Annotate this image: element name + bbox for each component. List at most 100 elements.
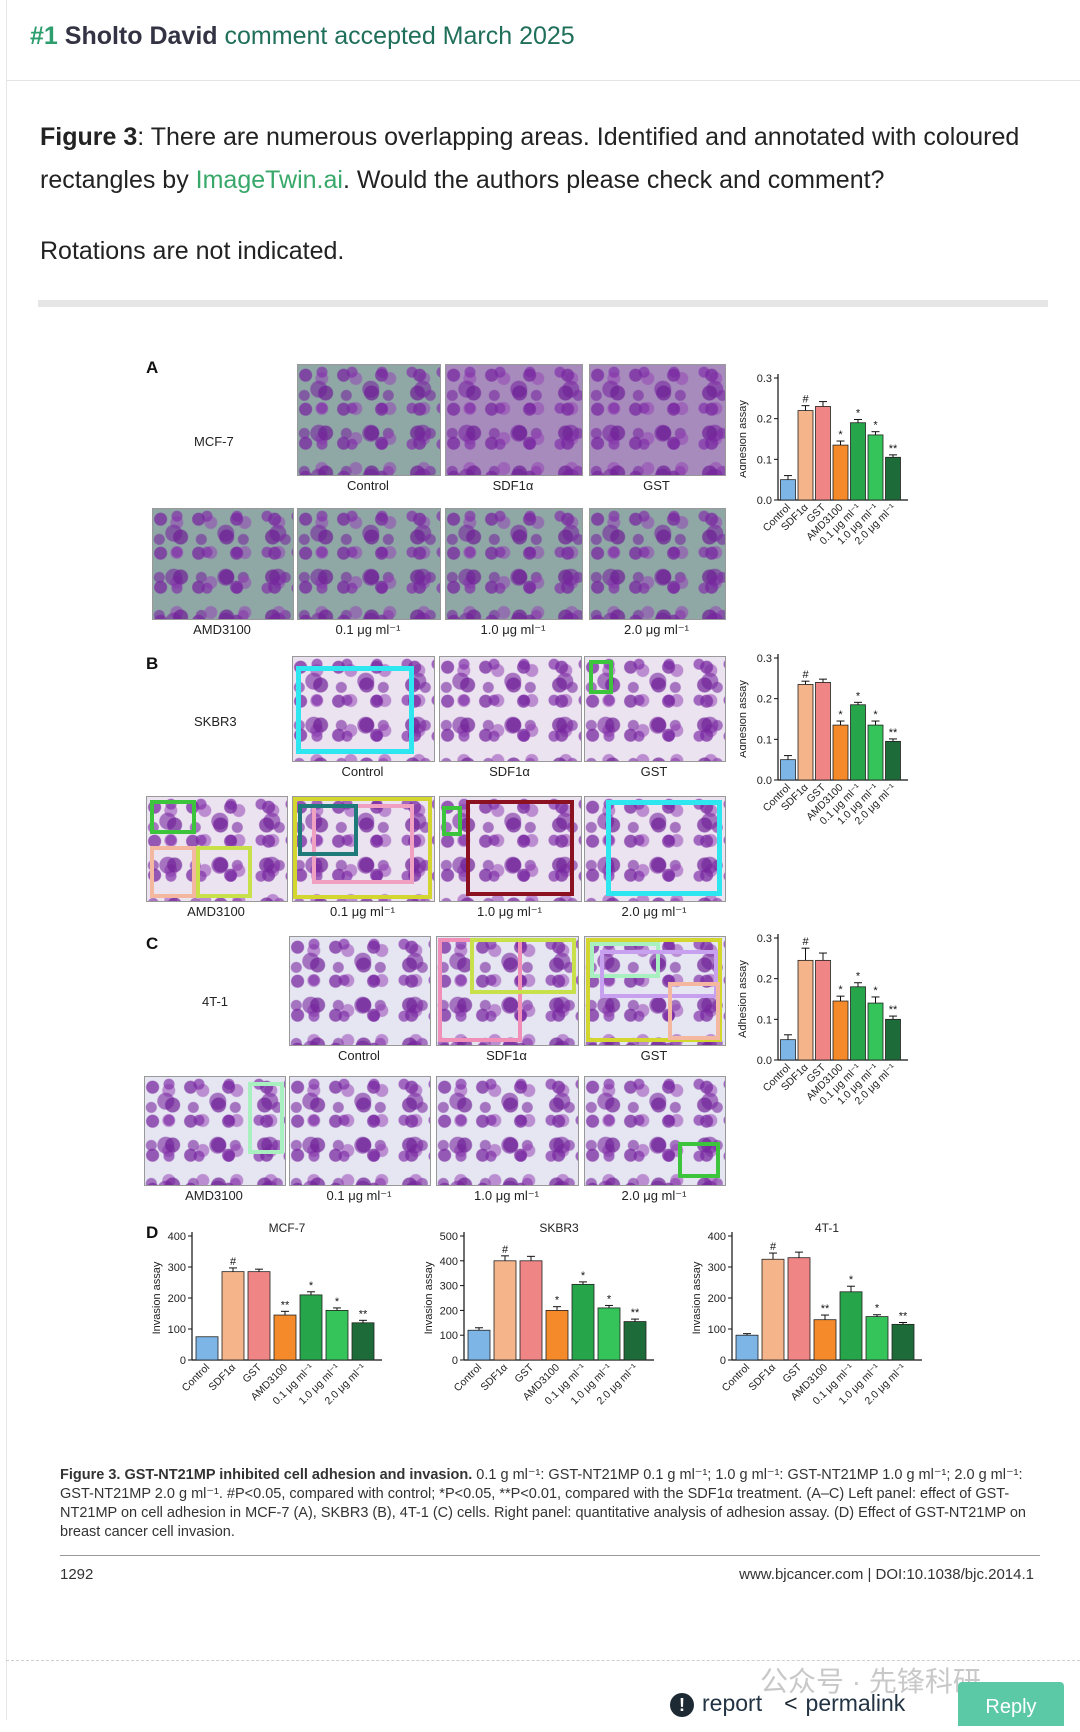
y-tick-label: 0.3	[757, 933, 772, 945]
header-divider	[6, 80, 1080, 81]
comment-body: Figure 3: There are numerous overlapping…	[40, 116, 1040, 301]
bar	[597, 1307, 621, 1361]
report-link[interactable]: ! report	[670, 1690, 762, 1717]
label-b-0-1: 0.1 μg ml⁻¹	[330, 904, 395, 919]
significance-mark: **	[631, 1307, 640, 1319]
micrograph-b-gst	[584, 656, 726, 762]
micrograph-b-1-0	[439, 796, 582, 902]
micrograph-c-1-0	[436, 1076, 579, 1186]
comment-author[interactable]: Sholto David	[64, 22, 218, 50]
overlap-rect-pink-1	[312, 804, 414, 884]
y-tick-label: 0	[180, 1355, 186, 1367]
reply-button[interactable]: Reply	[958, 1682, 1064, 1726]
overlap-rect-lime-2	[470, 938, 576, 994]
comment-actions: ! report < permalink	[670, 1690, 905, 1717]
overlap-rect-lime-1	[196, 846, 252, 898]
y-tick-label: 0.2	[757, 694, 772, 706]
bar	[797, 959, 814, 1061]
micrograph-a-amd3100	[152, 508, 294, 620]
label-a-sdf1a: SDF1α	[492, 478, 534, 493]
figure-divider	[38, 300, 1048, 307]
bar	[325, 1310, 349, 1361]
comment-header: #1 Sholto David comment accepted March 2…	[30, 22, 575, 51]
significance-mark: *	[875, 1303, 880, 1315]
imagetwin-link[interactable]: ImageTwin.ai	[195, 166, 343, 194]
y-axis-label: Adhesion assay	[737, 960, 749, 1038]
micrograph-a-2-0	[589, 508, 726, 620]
bar	[815, 406, 831, 501]
micrograph-a-control	[297, 364, 441, 476]
cell-line-mcf7: MCF-7	[194, 434, 234, 449]
significance-mark: **	[359, 1308, 368, 1320]
bar	[815, 959, 831, 1061]
bar	[761, 1258, 785, 1361]
bar	[891, 1323, 915, 1361]
label-c-control: Control	[338, 1048, 380, 1063]
bar	[850, 986, 866, 1061]
overlap-rect-lavender	[600, 950, 718, 998]
y-tick-label: 0.0	[757, 495, 772, 507]
panel-letter-d: D	[146, 1223, 159, 1242]
figure-caption: Figure 3. GST-NT21MP inhibited cell adhe…	[60, 1466, 1040, 1542]
y-tick-label: 200	[440, 1305, 458, 1317]
label-b-amd3100: AMD3100	[187, 904, 245, 919]
overlap-rect-cyan-1	[296, 666, 414, 754]
bar	[867, 434, 884, 501]
comment-paragraph-1: Figure 3: There are numerous overlapping…	[40, 116, 1040, 202]
significance-mark: **	[889, 727, 898, 739]
overlap-rect-peach	[150, 846, 196, 898]
x-tick-label: SDF1α	[206, 1362, 238, 1394]
micrograph-a-sdf1a	[445, 364, 583, 476]
alert-icon: !	[670, 1693, 694, 1717]
overlap-rect-green-2	[150, 800, 196, 834]
significance-mark: *	[873, 420, 878, 432]
chart-title: MCF-7	[269, 1221, 306, 1235]
bar	[623, 1321, 647, 1361]
panel-letter-c: C	[146, 934, 159, 953]
permalink-link[interactable]: < permalink	[784, 1690, 905, 1717]
panel-letter-a: A	[146, 358, 159, 377]
bar	[221, 1271, 245, 1361]
label-a-gst: GST	[643, 478, 670, 493]
comment-status: comment accepted March 2025	[224, 22, 575, 50]
label-c-gst: GST	[640, 1048, 668, 1063]
overlap-rect-teal	[298, 804, 358, 856]
panel-letter-b: B	[146, 654, 159, 673]
micrograph-b-sdf1a	[439, 656, 582, 762]
bar	[467, 1329, 491, 1361]
significance-mark: *	[555, 1295, 560, 1307]
micrograph-c-control	[289, 936, 431, 1046]
label-b-control: Control	[341, 764, 384, 779]
chart-title: 4T-1	[815, 1221, 839, 1235]
bar	[813, 1319, 837, 1361]
bar	[865, 1316, 889, 1361]
overlap-rect-green-1	[589, 660, 613, 694]
bar	[299, 1294, 323, 1361]
label-b-2-0: 2.0 μg ml⁻¹	[621, 904, 687, 919]
overlap-rect-mint-2	[248, 1082, 284, 1154]
bar	[351, 1322, 375, 1361]
y-tick-label: 0.2	[757, 414, 772, 426]
micrograph-c-2-0	[584, 1076, 726, 1186]
micrograph-c-amd3100	[144, 1076, 286, 1186]
y-tick-label: 300	[440, 1281, 458, 1293]
significance-mark: **	[889, 443, 898, 455]
significance-mark: *	[607, 1293, 612, 1305]
y-tick-label: 100	[168, 1324, 186, 1336]
bar	[850, 422, 866, 501]
y-axis-label: Adhesion assay	[740, 400, 749, 478]
y-tick-label: 300	[168, 1262, 186, 1274]
label-c-sdf1a: SDF1α	[486, 1048, 527, 1063]
significance-mark: *	[849, 1274, 854, 1286]
bar	[832, 444, 849, 501]
comment-number[interactable]: #1	[30, 22, 58, 50]
bar	[195, 1336, 219, 1361]
comment-paragraph-2: Rotations are not indicated.	[40, 237, 345, 265]
micrograph-c-gst	[584, 936, 726, 1046]
y-axis-label: Invasion assay	[691, 1261, 703, 1334]
overlap-rect-green-3	[442, 806, 462, 836]
overlap-rect-darkred	[466, 800, 574, 896]
